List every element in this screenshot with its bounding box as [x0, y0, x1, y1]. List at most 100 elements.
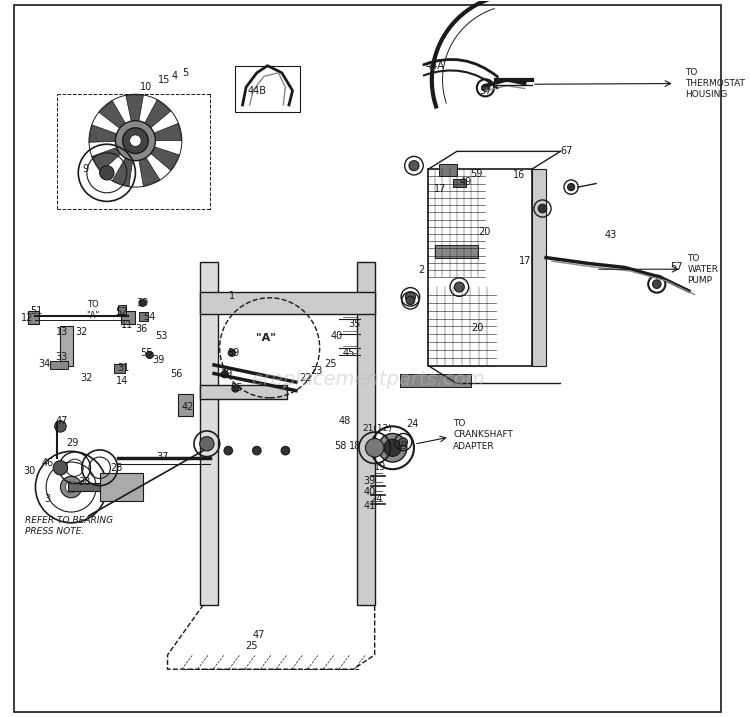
- Text: 21(12): 21(12): [362, 424, 392, 433]
- Polygon shape: [146, 123, 182, 141]
- Text: 39: 39: [364, 476, 376, 486]
- Bar: [200, 292, 375, 313]
- Polygon shape: [89, 125, 124, 142]
- Text: 38: 38: [78, 477, 90, 487]
- Text: TO
CRANKSHAFT
ADAPTER: TO CRANKSHAFT ADAPTER: [453, 419, 513, 450]
- Circle shape: [221, 371, 228, 378]
- Bar: [200, 385, 287, 399]
- Text: 44A: 44A: [426, 61, 445, 71]
- Text: 58: 58: [334, 441, 346, 451]
- Bar: [139, 312, 148, 320]
- Text: TO
WATER
PUMP: TO WATER PUMP: [688, 254, 718, 285]
- Text: 59: 59: [470, 168, 483, 179]
- Bar: [439, 163, 457, 176]
- Text: 24: 24: [406, 419, 418, 429]
- Text: 24: 24: [370, 494, 383, 504]
- Text: 23: 23: [310, 366, 322, 376]
- Bar: [532, 169, 546, 366]
- Text: 31: 31: [117, 363, 130, 373]
- Polygon shape: [144, 144, 179, 171]
- Text: 2: 2: [418, 265, 424, 275]
- Circle shape: [146, 351, 153, 358]
- Bar: [236, 66, 300, 112]
- Text: 44B: 44B: [248, 85, 266, 95]
- Text: 33: 33: [56, 352, 68, 362]
- Text: 57: 57: [670, 262, 682, 272]
- Bar: [50, 361, 68, 369]
- Text: 54: 54: [143, 312, 156, 322]
- Text: 35: 35: [349, 319, 361, 329]
- Circle shape: [200, 437, 214, 451]
- Bar: [100, 473, 142, 501]
- Text: 20: 20: [471, 323, 484, 333]
- Text: 25: 25: [244, 641, 257, 651]
- Text: 17: 17: [518, 257, 531, 267]
- Circle shape: [61, 476, 82, 498]
- Bar: [68, 483, 139, 490]
- Text: 51: 51: [31, 305, 43, 315]
- Circle shape: [568, 184, 574, 191]
- Text: 28: 28: [110, 462, 122, 473]
- Text: 30: 30: [23, 466, 36, 476]
- Bar: [357, 262, 375, 605]
- Circle shape: [100, 166, 114, 180]
- Text: TO
THERMOSTAT
HOUSING: TO THERMOSTAT HOUSING: [686, 68, 746, 99]
- Text: 19: 19: [374, 462, 386, 472]
- Circle shape: [384, 440, 401, 456]
- Text: 13: 13: [56, 327, 69, 337]
- Text: 18: 18: [349, 441, 361, 451]
- Polygon shape: [126, 95, 143, 130]
- Circle shape: [406, 292, 416, 302]
- Text: 19: 19: [396, 441, 408, 451]
- Circle shape: [406, 296, 415, 305]
- Text: 49: 49: [460, 177, 472, 187]
- Text: 36: 36: [135, 323, 147, 333]
- Text: 53: 53: [156, 331, 168, 341]
- Text: 43: 43: [604, 230, 616, 240]
- Circle shape: [139, 299, 146, 306]
- Text: 55: 55: [140, 348, 152, 358]
- Circle shape: [53, 460, 68, 475]
- Text: 45: 45: [342, 348, 355, 358]
- Bar: [400, 374, 471, 387]
- Circle shape: [399, 438, 407, 447]
- Circle shape: [365, 439, 384, 457]
- Text: 9: 9: [82, 164, 88, 174]
- Text: 47: 47: [56, 416, 68, 426]
- Circle shape: [378, 434, 406, 462]
- Circle shape: [116, 120, 155, 161]
- Text: 22: 22: [299, 374, 312, 384]
- Text: 40: 40: [364, 487, 376, 497]
- Bar: [428, 169, 532, 366]
- Text: 39: 39: [152, 355, 164, 365]
- Polygon shape: [141, 100, 171, 133]
- Text: 25: 25: [324, 359, 337, 369]
- Text: 52: 52: [115, 307, 128, 317]
- Circle shape: [281, 447, 290, 455]
- Text: REFER TO BEARING
PRESS NOTE.: REFER TO BEARING PRESS NOTE.: [25, 516, 112, 536]
- Text: 57: 57: [479, 85, 492, 95]
- Text: 10: 10: [140, 82, 152, 92]
- Text: 37: 37: [156, 452, 169, 462]
- Circle shape: [409, 161, 419, 171]
- Text: 48: 48: [338, 417, 351, 427]
- Circle shape: [538, 204, 547, 213]
- Text: 55: 55: [230, 384, 243, 394]
- Polygon shape: [137, 151, 160, 186]
- Text: 5: 5: [182, 68, 188, 78]
- Text: TO
"A": TO "A": [86, 300, 99, 320]
- Circle shape: [55, 421, 66, 432]
- Text: 34: 34: [38, 359, 51, 369]
- Text: 41: 41: [364, 501, 376, 511]
- Bar: [122, 311, 136, 324]
- Text: 56: 56: [170, 369, 182, 379]
- Bar: [118, 305, 126, 313]
- Text: 11: 11: [121, 320, 133, 330]
- Bar: [178, 394, 193, 416]
- Text: 46: 46: [41, 458, 54, 468]
- Circle shape: [253, 447, 261, 455]
- Text: 29: 29: [66, 438, 79, 448]
- Text: 47: 47: [253, 630, 266, 640]
- Text: 16: 16: [513, 170, 525, 180]
- Text: 3: 3: [44, 494, 51, 504]
